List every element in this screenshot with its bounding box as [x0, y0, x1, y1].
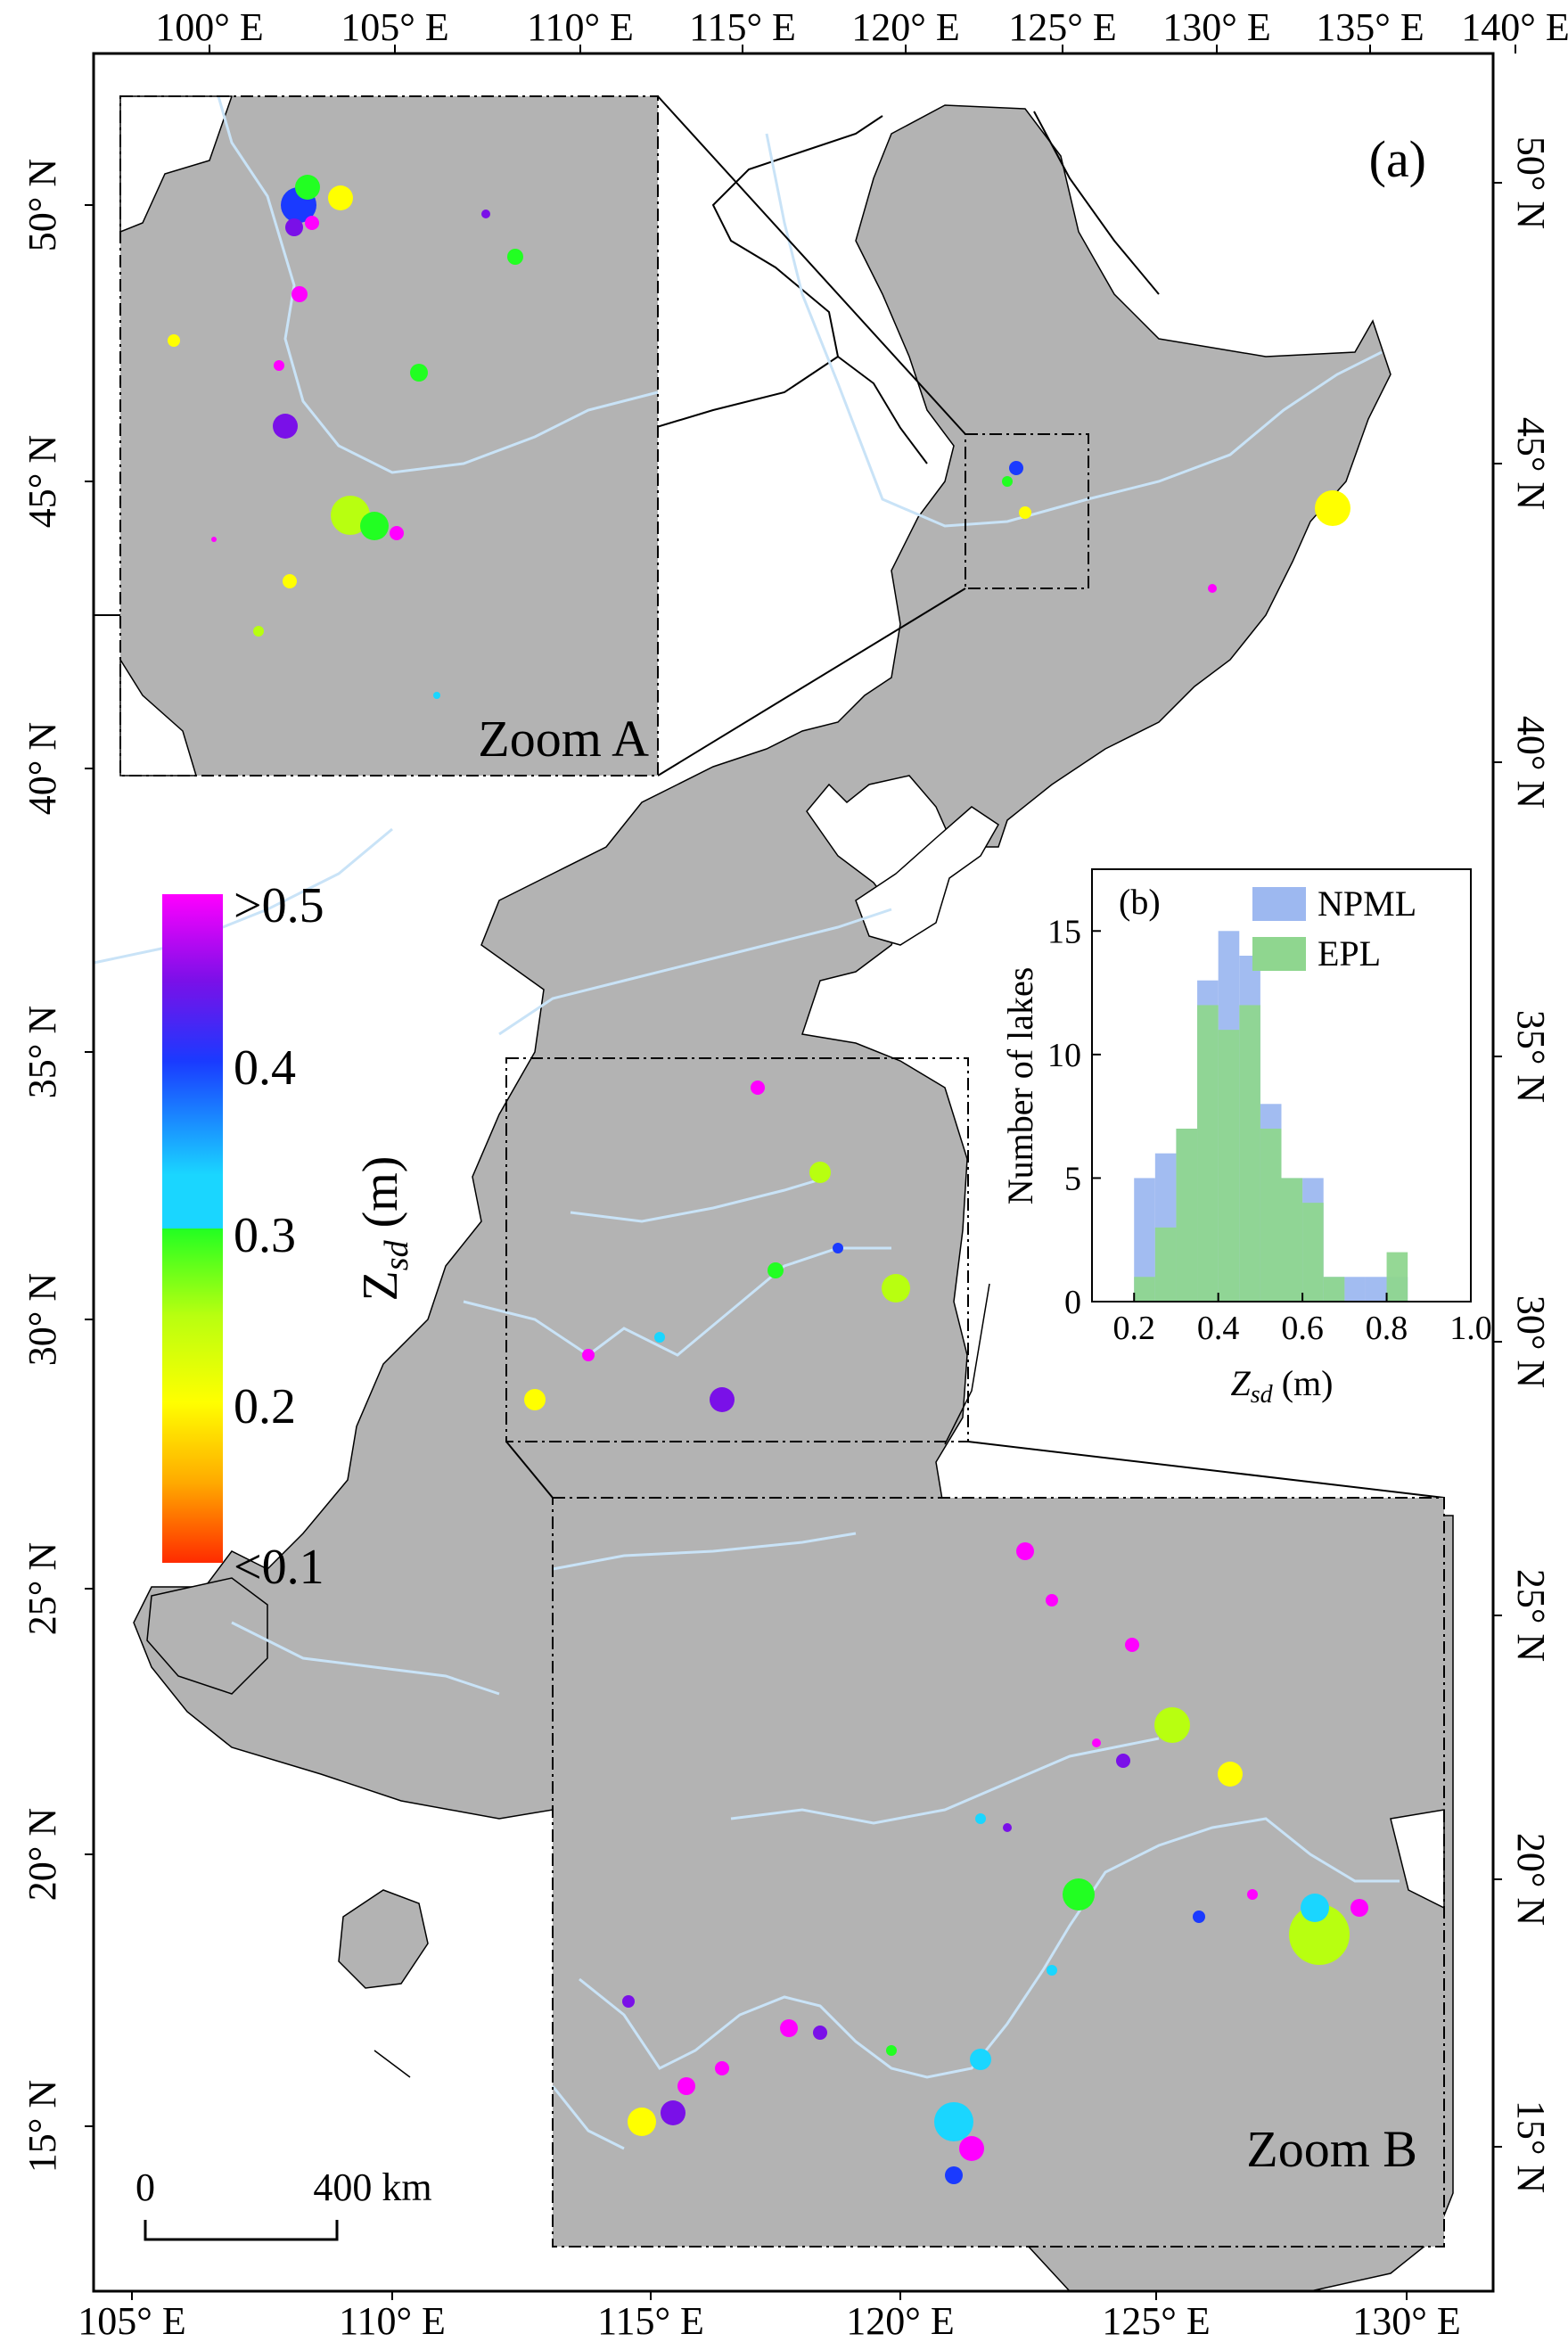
bottom-lon-label: 110° E [339, 2299, 446, 2338]
top-lon-label: 110° E [527, 5, 634, 49]
right-lat-label: 15° N [1509, 2100, 1553, 2193]
scale-end-label: 400 km [313, 2165, 431, 2209]
histogram-y-ticks: 0 5 10 15 [1047, 913, 1101, 1321]
histogram-x-tick-label: 1.0 [1449, 1310, 1492, 1347]
right-lat-label: 45° N [1509, 417, 1553, 510]
histogram-bar-npml [1134, 1178, 1155, 1302]
histogram-bar-epl [1176, 1129, 1198, 1302]
top-lon-label: 125° E [1008, 5, 1116, 49]
colorbar-tick-label: <0.1 [234, 1540, 324, 1595]
histogram-x-label: Zsd (m) [1231, 1363, 1334, 1409]
zoom-a-label: Zoom A [478, 710, 649, 768]
zoom-a-lakes [168, 175, 523, 699]
histogram-x-tick-label: 0.6 [1281, 1310, 1324, 1347]
right-lat-label: 30° N [1509, 1295, 1553, 1388]
histogram-y-tick-label: 5 [1064, 1160, 1081, 1197]
panel-a-label: (a) [1369, 130, 1426, 188]
histogram-bars [1134, 931, 1408, 1302]
colorbar-title: Zsd (m) [353, 1156, 415, 1302]
histogram-bar-epl [1218, 1030, 1240, 1302]
histogram-bar-epl [1197, 1005, 1219, 1302]
histogram-bar-npml [1344, 1277, 1366, 1302]
histogram-x-tick-label: 0.2 [1112, 1310, 1155, 1347]
colorbar: >0.5 0.4 0.3 0.2 <0.1 Zsd (m) [162, 878, 415, 1595]
histogram-frame [1091, 868, 1472, 1302]
histogram-x-ticks: 0.2 0.4 0.6 0.8 1.0 [1112, 1293, 1492, 1347]
zoom-a-connectors [657, 95, 1089, 777]
histogram-inset: 0.2 0.4 0.6 0.8 1.0 0 5 10 15 (b) NPML EPL Numbe… [1000, 868, 1492, 1409]
colorbar-ticks: >0.5 0.4 0.3 0.2 <0.1 [234, 878, 324, 1595]
left-lat-labels: 50° N 45° N 40° N 35° N 30° N 25° N 20° N 15° N [21, 159, 94, 2173]
map-content: Zoom A [94, 95, 1454, 2291]
zoom-b-inset: Zoom B [551, 1497, 1445, 2247]
histogram-bar-epl [1134, 1277, 1155, 1302]
histogram-bar-epl [1302, 1203, 1324, 1302]
histogram-x-tick-label: 0.4 [1197, 1310, 1240, 1347]
left-lat-label: 20° N [21, 1808, 64, 1901]
scale-start-label: 0 [135, 2165, 155, 2209]
bottom-lon-label: 120° E [846, 2299, 954, 2338]
left-lat-label: 30° N [21, 1273, 64, 1366]
lake-markers-north [1002, 461, 1350, 593]
legend-swatch-npml [1252, 887, 1306, 921]
bottom-lon-label: 115° E [597, 2299, 704, 2338]
histogram-x-tick-label: 0.8 [1366, 1310, 1408, 1347]
top-lon-label: 105° E [341, 5, 448, 49]
scale-bar: 0 400 km [135, 2165, 432, 2241]
panel-b-label: (b) [1119, 882, 1161, 922]
histogram-legend: NPML EPL [1252, 883, 1416, 974]
bottom-lon-label: 125° E [1102, 2299, 1210, 2338]
histogram-bar-epl [1386, 1252, 1408, 1302]
bottom-lon-labels: 105° E 110° E 115° E 120° E 125° E 130° E [78, 2291, 1461, 2342]
legend-label-npml: NPML [1318, 883, 1416, 924]
top-lon-labels: 100° E 105° E 110° E 115° E 120° E 125° E 130°… [155, 5, 1568, 53]
right-lat-label: 40° N [1509, 716, 1553, 809]
map-border [92, 52, 1495, 2293]
right-lat-label: 25° N [1509, 1569, 1553, 1662]
histogram-y-tick-label: 10 [1047, 1037, 1081, 1074]
left-lat-label: 25° N [21, 1542, 64, 1635]
histogram-bar-epl [1154, 1227, 1177, 1302]
legend-label-epl: EPL [1318, 933, 1381, 974]
histogram-bar-epl [1323, 1277, 1345, 1302]
histogram-bar-epl [1281, 1178, 1303, 1302]
top-lon-label: 120° E [851, 5, 959, 49]
legend-swatch-epl [1252, 937, 1306, 971]
top-lon-label: 115° E [689, 5, 796, 49]
top-lon-label: 130° E [1162, 5, 1270, 49]
right-lat-labels: 50° N 45° N 40° N 35° N 30° N 25° N 20° N 15° N [1493, 136, 1553, 2193]
colorbar-tick-label: 0.4 [234, 1040, 296, 1096]
histogram-bar-epl [1260, 1129, 1282, 1302]
left-lat-label: 50° N [21, 159, 64, 251]
right-lat-label: 20° N [1509, 1833, 1553, 1926]
zoom-b-label: Zoom B [1246, 2120, 1417, 2178]
top-lon-label: 140° E [1461, 5, 1568, 49]
colorbar-tick-label: 0.3 [234, 1208, 296, 1263]
western-land [146, 1577, 268, 1695]
lake-markers-south [524, 1081, 910, 1412]
bottom-lon-label: 105° E [78, 2299, 185, 2338]
top-lon-label: 135° E [1316, 5, 1424, 49]
hainan-island [338, 1889, 429, 1989]
histogram-bar-npml [1365, 1277, 1387, 1302]
zoom-b-connectors [505, 1057, 1445, 1499]
left-lat-label: 40° N [21, 722, 64, 815]
left-lat-label: 15° N [21, 2080, 64, 2173]
colorbar-tick-label: >0.5 [234, 878, 324, 933]
histogram-y-tick-label: 15 [1047, 913, 1081, 950]
zoom-a-inset: Zoom A [119, 95, 659, 777]
top-lon-label: 100° E [155, 5, 263, 49]
histogram-y-label: Number of lakes [1000, 967, 1040, 1205]
left-lat-label: 35° N [21, 1006, 64, 1098]
zoom-b-lakes [622, 1542, 1368, 2184]
colorbar-tick-label: 0.2 [234, 1379, 296, 1434]
histogram-y-tick-label: 0 [1064, 1284, 1081, 1321]
left-lat-label: 45° N [21, 435, 64, 528]
right-lat-label: 35° N [1509, 1010, 1553, 1103]
bottom-lon-label: 130° E [1352, 2299, 1460, 2338]
histogram-bar-epl [1239, 1005, 1260, 1302]
right-lat-label: 50° N [1509, 136, 1553, 229]
colorbar-ramp [162, 894, 223, 1563]
